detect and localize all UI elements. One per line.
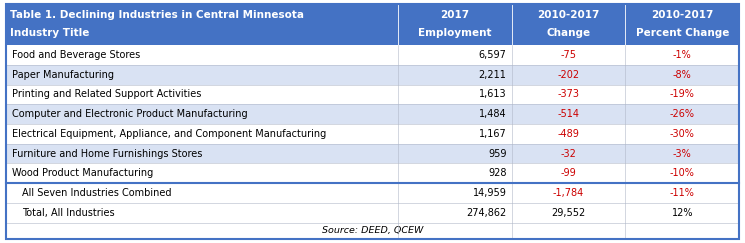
- Text: -3%: -3%: [673, 148, 691, 158]
- Text: -8%: -8%: [673, 70, 691, 80]
- Text: Paper Manufacturing: Paper Manufacturing: [12, 70, 114, 80]
- Text: 14,959: 14,959: [472, 188, 507, 198]
- Text: -10%: -10%: [670, 168, 694, 178]
- Text: -30%: -30%: [670, 129, 694, 139]
- Text: 959: 959: [488, 148, 507, 158]
- Text: -202: -202: [557, 70, 580, 80]
- Text: Wood Product Manufacturing: Wood Product Manufacturing: [12, 168, 153, 178]
- Text: -489: -489: [558, 129, 580, 139]
- Text: Industry Title: Industry Title: [10, 28, 90, 38]
- Text: 29,552: 29,552: [551, 208, 586, 218]
- Text: Percent Change: Percent Change: [635, 28, 729, 38]
- Text: Electrical Equipment, Appliance, and Component Manufacturing: Electrical Equipment, Appliance, and Com…: [12, 129, 326, 139]
- Text: 2010-2017: 2010-2017: [537, 10, 600, 20]
- Text: Table 1. Declining Industries in Central Minnesota: Table 1. Declining Industries in Central…: [10, 10, 305, 20]
- Text: -99: -99: [561, 168, 577, 178]
- Bar: [6, 183, 739, 203]
- Text: All Seven Industries Combined: All Seven Industries Combined: [22, 188, 172, 198]
- Text: 1,167: 1,167: [479, 129, 507, 139]
- Text: -75: -75: [560, 50, 577, 60]
- Text: 928: 928: [488, 168, 507, 178]
- Bar: [6, 4, 739, 45]
- Bar: [6, 104, 739, 124]
- Bar: [6, 223, 739, 239]
- Text: 1,613: 1,613: [479, 89, 507, 99]
- Text: Food and Beverage Stores: Food and Beverage Stores: [12, 50, 140, 60]
- Text: -26%: -26%: [670, 109, 695, 119]
- Text: Furniture and Home Furnishings Stores: Furniture and Home Furnishings Stores: [12, 148, 203, 158]
- Text: Employment: Employment: [418, 28, 492, 38]
- Bar: [6, 203, 739, 223]
- Bar: [6, 45, 739, 65]
- Bar: [6, 65, 739, 85]
- Text: -11%: -11%: [670, 188, 694, 198]
- Text: Total, All Industries: Total, All Industries: [22, 208, 115, 218]
- Text: -32: -32: [561, 148, 577, 158]
- Text: -1%: -1%: [673, 50, 691, 60]
- Text: Change: Change: [547, 28, 591, 38]
- Bar: [6, 144, 739, 163]
- Text: -373: -373: [557, 89, 580, 99]
- Text: Computer and Electronic Product Manufacturing: Computer and Electronic Product Manufact…: [12, 109, 247, 119]
- Bar: [6, 124, 739, 144]
- Text: 6,597: 6,597: [479, 50, 507, 60]
- Text: 2017: 2017: [440, 10, 469, 20]
- Text: 2010-2017: 2010-2017: [651, 10, 714, 20]
- Text: Printing and Related Support Activities: Printing and Related Support Activities: [12, 89, 201, 99]
- Text: 12%: 12%: [671, 208, 693, 218]
- Text: -514: -514: [557, 109, 580, 119]
- Text: -19%: -19%: [670, 89, 694, 99]
- Bar: [6, 85, 739, 104]
- Text: 2,211: 2,211: [479, 70, 507, 80]
- Text: -1,784: -1,784: [553, 188, 584, 198]
- Bar: [6, 163, 739, 183]
- Text: 274,862: 274,862: [466, 208, 507, 218]
- Text: Source: DEED, QCEW: Source: DEED, QCEW: [322, 226, 423, 235]
- Text: 1,484: 1,484: [479, 109, 507, 119]
